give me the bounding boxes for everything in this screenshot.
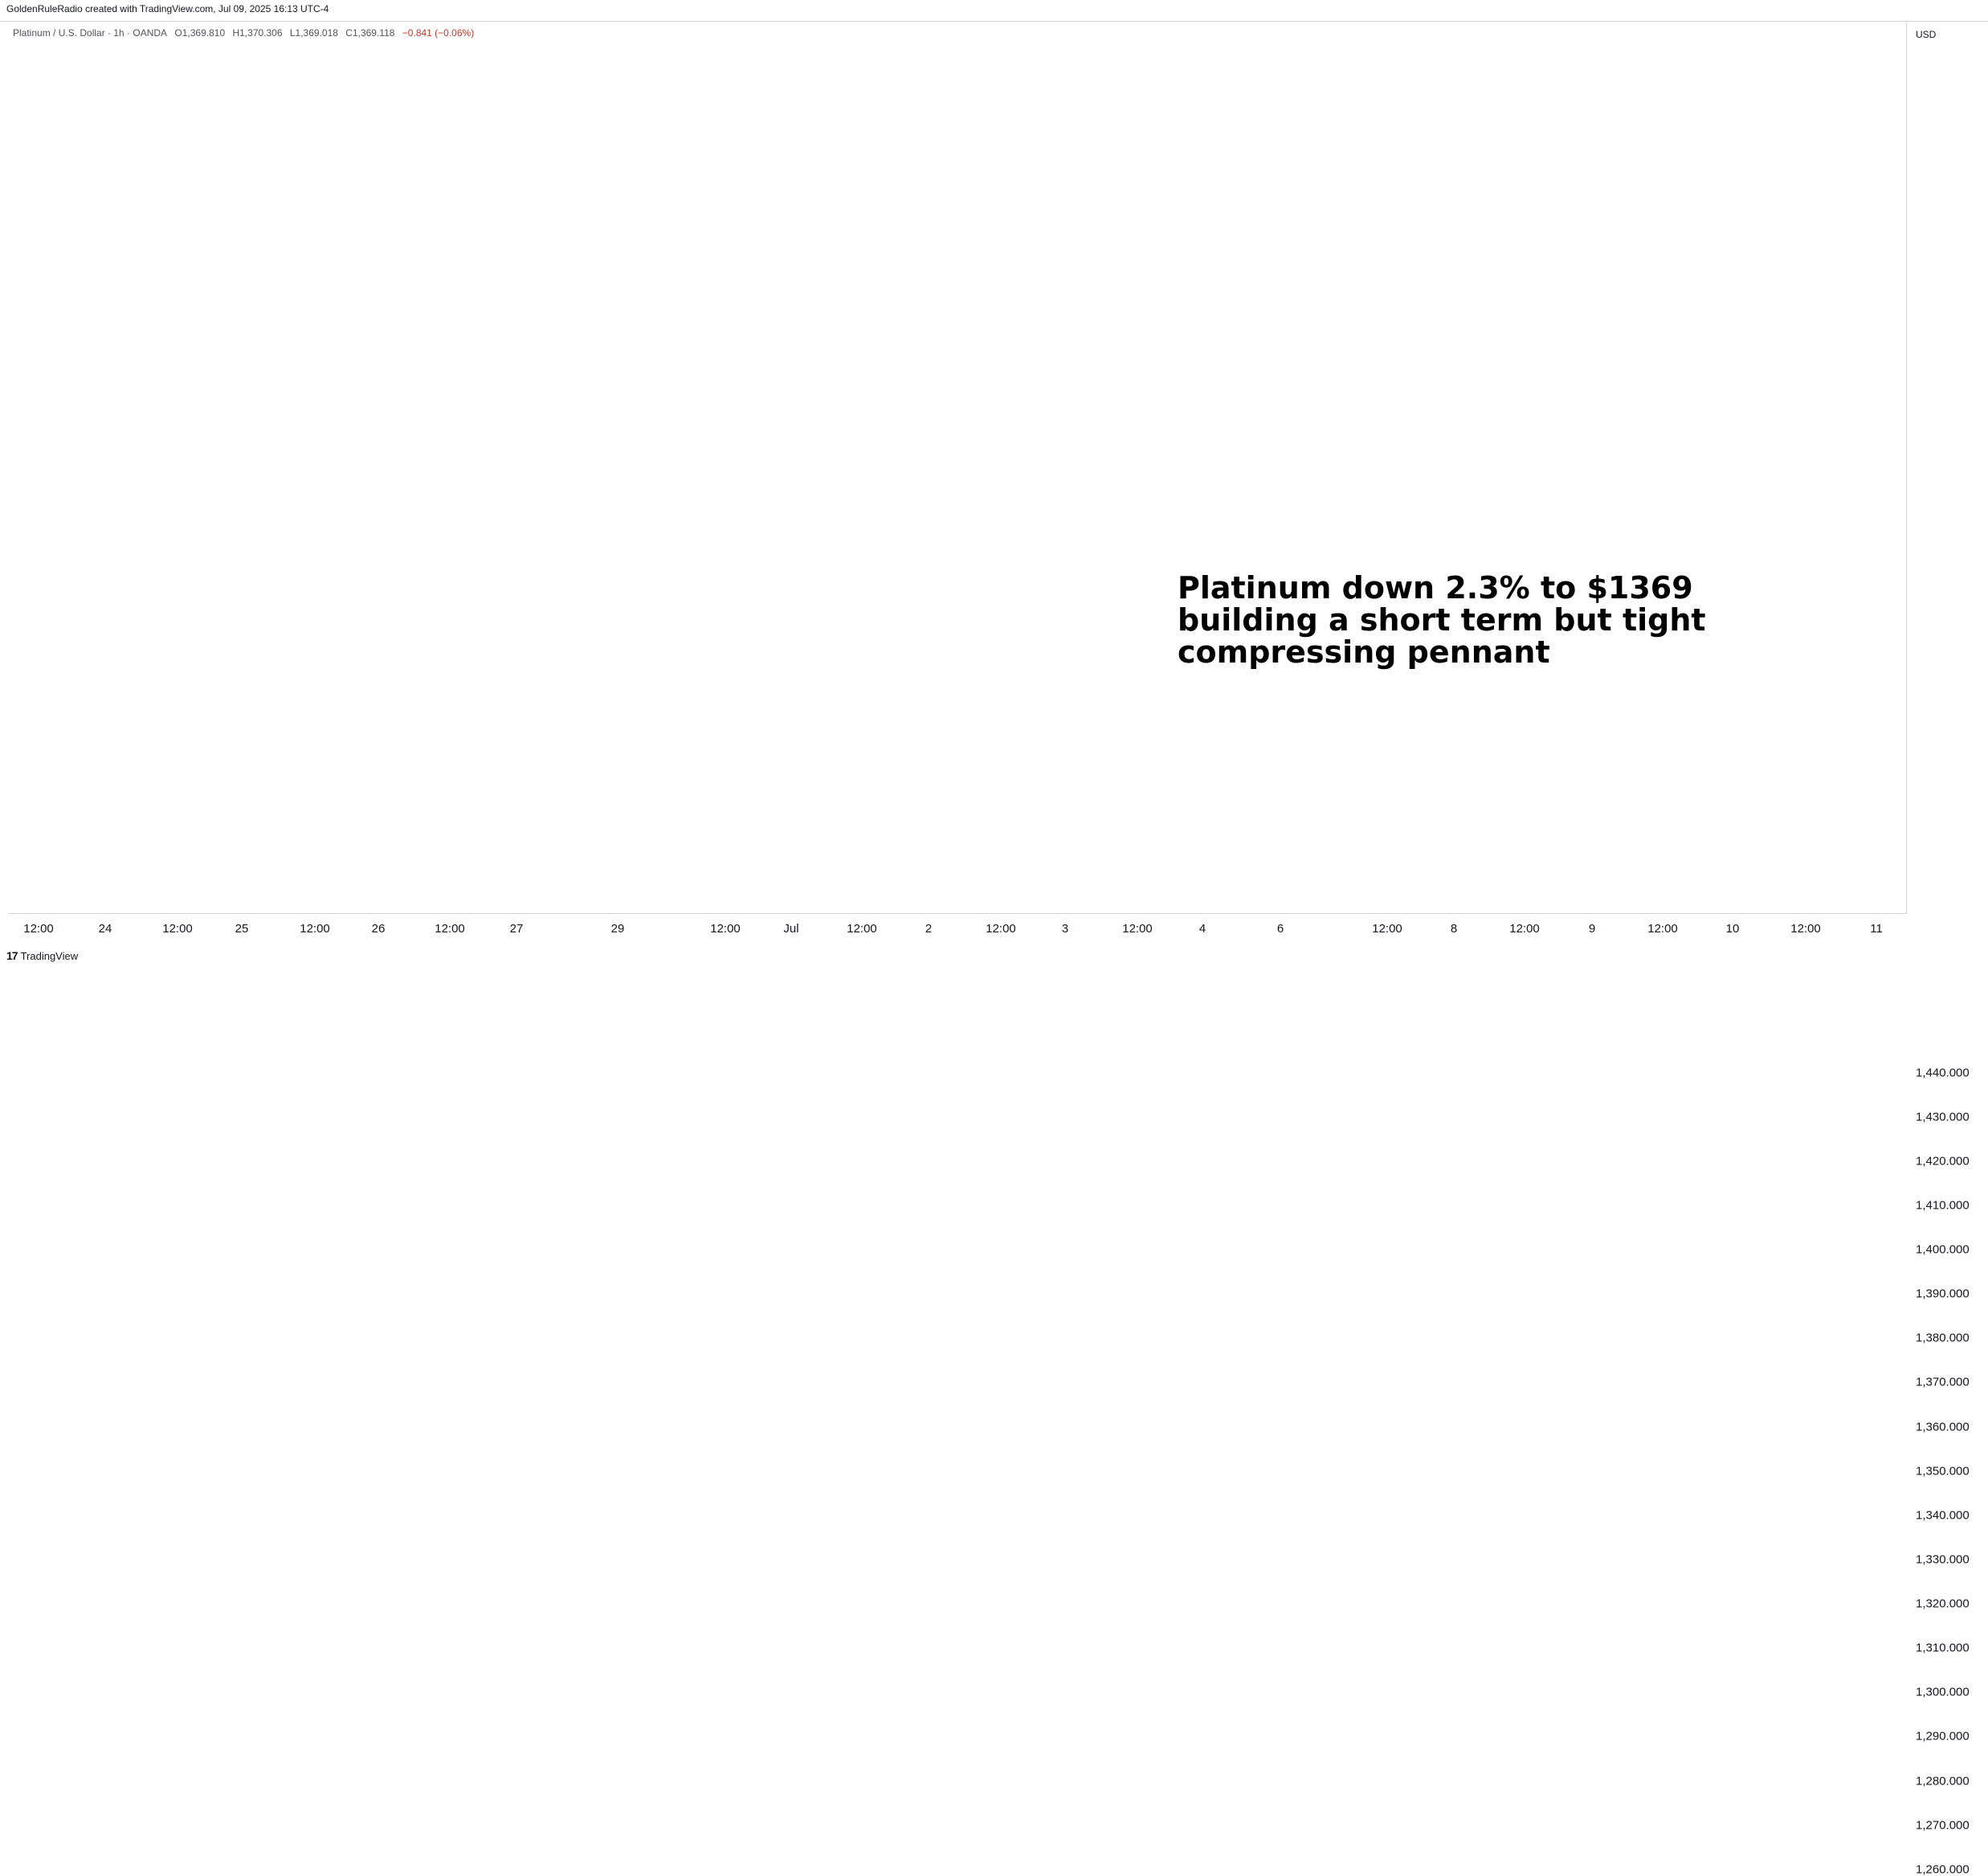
ohlc-open: O1,369.810 (174, 27, 226, 39)
chart-annotation-text[interactable]: Platinum down 2.3% to $1369 building a s… (1178, 572, 1706, 668)
annotation-line-1: Platinum down 2.3% to $1369 (1178, 570, 1693, 606)
price-axis-border (1906, 22, 1907, 914)
price-tick-label: 1,260.000 (1916, 1862, 1970, 1876)
currency-label[interactable]: USD (1916, 29, 1937, 40)
time-axis-border (8, 913, 1907, 914)
time-tick-label: 12:00 (847, 922, 877, 936)
price-tick-label: 1,440.000 (1916, 1066, 1970, 1080)
price-tick-label: 1,350.000 (1916, 1464, 1970, 1478)
time-tick-label: 12:00 (1122, 922, 1153, 936)
symbol-legend[interactable]: Platinum / U.S. Dollar · 1h · OANDA O1,3… (13, 27, 479, 39)
time-tick-label: 4 (1198, 922, 1206, 936)
time-tick-label: 27 (509, 922, 524, 936)
price-tick-label: 1,360.000 (1916, 1420, 1970, 1434)
time-tick-label: 3 (1061, 922, 1069, 936)
symbol-name[interactable]: Platinum / U.S. Dollar · 1h · OANDA (13, 27, 168, 39)
price-tick-label: 1,320.000 (1916, 1597, 1970, 1611)
ohlc-high: H1,370.306 (232, 27, 283, 39)
price-tick-label: 1,330.000 (1916, 1552, 1970, 1567)
time-tick-label: 24 (98, 922, 112, 936)
ohlc-change: −0.841 (−0.06%) (402, 27, 475, 39)
annotation-line-2: building a short term but tight (1178, 602, 1706, 638)
time-tick-label: 12:00 (1372, 922, 1402, 936)
tradingview-mark-icon: 17 (6, 949, 18, 962)
time-tick-label: 12:00 (1509, 922, 1540, 936)
time-tick-label: 12:00 (300, 922, 330, 936)
price-tick-label: 1,390.000 (1916, 1287, 1970, 1301)
time-tick-label: 10 (1725, 922, 1740, 936)
time-tick-label: 12:00 (986, 922, 1016, 936)
chart-attribution: GoldenRuleRadio created with TradingView… (6, 3, 329, 14)
candlestick-chart[interactable] (0, 0, 1988, 972)
price-tick-label: 1,370.000 (1916, 1375, 1970, 1389)
price-tick-label: 1,270.000 (1916, 1818, 1970, 1833)
time-tick-label: 11 (1870, 922, 1883, 936)
time-tick-label: 12:00 (162, 922, 193, 936)
price-tick-label: 1,410.000 (1916, 1198, 1970, 1213)
time-tick-label: 12:00 (435, 922, 465, 936)
time-tick-label: 26 (371, 922, 386, 936)
time-tick-label: 29 (610, 922, 625, 936)
price-tick-label: 1,290.000 (1916, 1729, 1970, 1743)
time-tick-label: 12:00 (1647, 922, 1678, 936)
time-tick-label: 12:00 (1790, 922, 1821, 936)
time-tick-label: 12:00 (710, 922, 741, 936)
time-tick-label: 9 (1588, 922, 1596, 936)
time-tick-label: 12:00 (23, 922, 54, 936)
price-tick-label: 1,280.000 (1916, 1774, 1970, 1788)
price-tick-label: 1,420.000 (1916, 1154, 1970, 1168)
tradingview-logo[interactable]: 17 TradingView (6, 949, 78, 962)
time-tick-label: 2 (925, 922, 933, 936)
tradingview-brand: TradingView (20, 949, 79, 962)
price-tick-label: 1,340.000 (1916, 1508, 1970, 1523)
ohlc-close: C1,369.118 (345, 27, 395, 39)
ohlc-low: L1,369.018 (289, 27, 338, 39)
chart-frame-top (0, 21, 1988, 22)
price-tick-label: 1,430.000 (1916, 1110, 1970, 1124)
price-tick-label: 1,380.000 (1916, 1331, 1970, 1345)
price-tick-label: 1,400.000 (1916, 1242, 1970, 1257)
time-tick-label: 6 (1276, 922, 1284, 936)
time-tick-label: 8 (1450, 922, 1458, 936)
time-tick-label: Jul (783, 922, 799, 936)
price-tick-label: 1,300.000 (1916, 1685, 1970, 1699)
time-tick-label: 25 (235, 922, 249, 936)
price-tick-label: 1,310.000 (1916, 1641, 1970, 1655)
annotation-line-3: compressing pennant (1178, 634, 1550, 670)
